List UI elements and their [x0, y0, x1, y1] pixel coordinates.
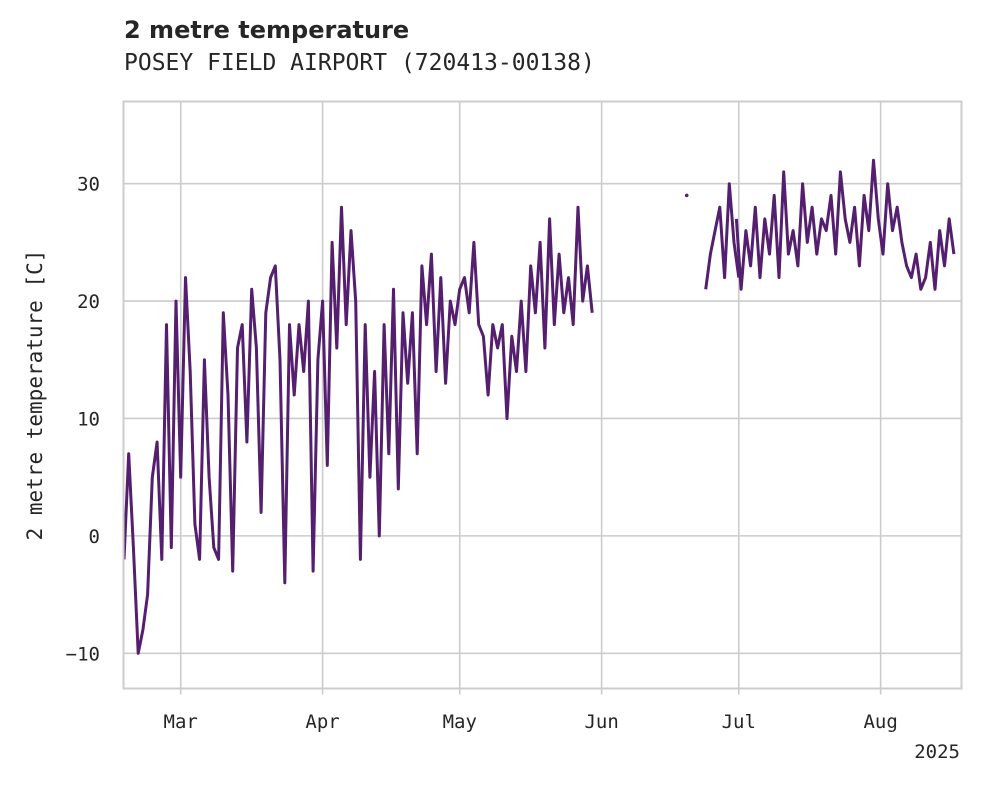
series-point — [684, 193, 689, 198]
x-tick-label: May — [443, 711, 477, 733]
plot-frame — [122, 100, 963, 690]
x-axis-offset-label: 2025 — [914, 741, 960, 763]
series-line-segment — [734, 158, 956, 291]
y-tick-label: 10 — [77, 408, 100, 430]
y-tick-label: 20 — [77, 291, 100, 313]
x-tick-label: Jul — [722, 711, 756, 733]
chart-subtitle: POSEY FIELD AIRPORT (720413-00138) — [124, 50, 595, 76]
y-tick-label: 0 — [89, 526, 100, 548]
y-tick-label: 30 — [77, 174, 100, 196]
y-tick-label: −10 — [66, 643, 100, 665]
y-axis-label: 2 metre temperature [C] — [23, 250, 47, 541]
series-line-segment — [122, 205, 594, 655]
x-tick-label: Apr — [305, 711, 339, 733]
x-tick-label: Aug — [863, 711, 897, 733]
x-tick-label: Jun — [584, 711, 618, 733]
chart-title: 2 metre temperature — [124, 16, 410, 44]
x-tick-label: Mar — [164, 711, 198, 733]
series-line-segment — [704, 182, 741, 290]
